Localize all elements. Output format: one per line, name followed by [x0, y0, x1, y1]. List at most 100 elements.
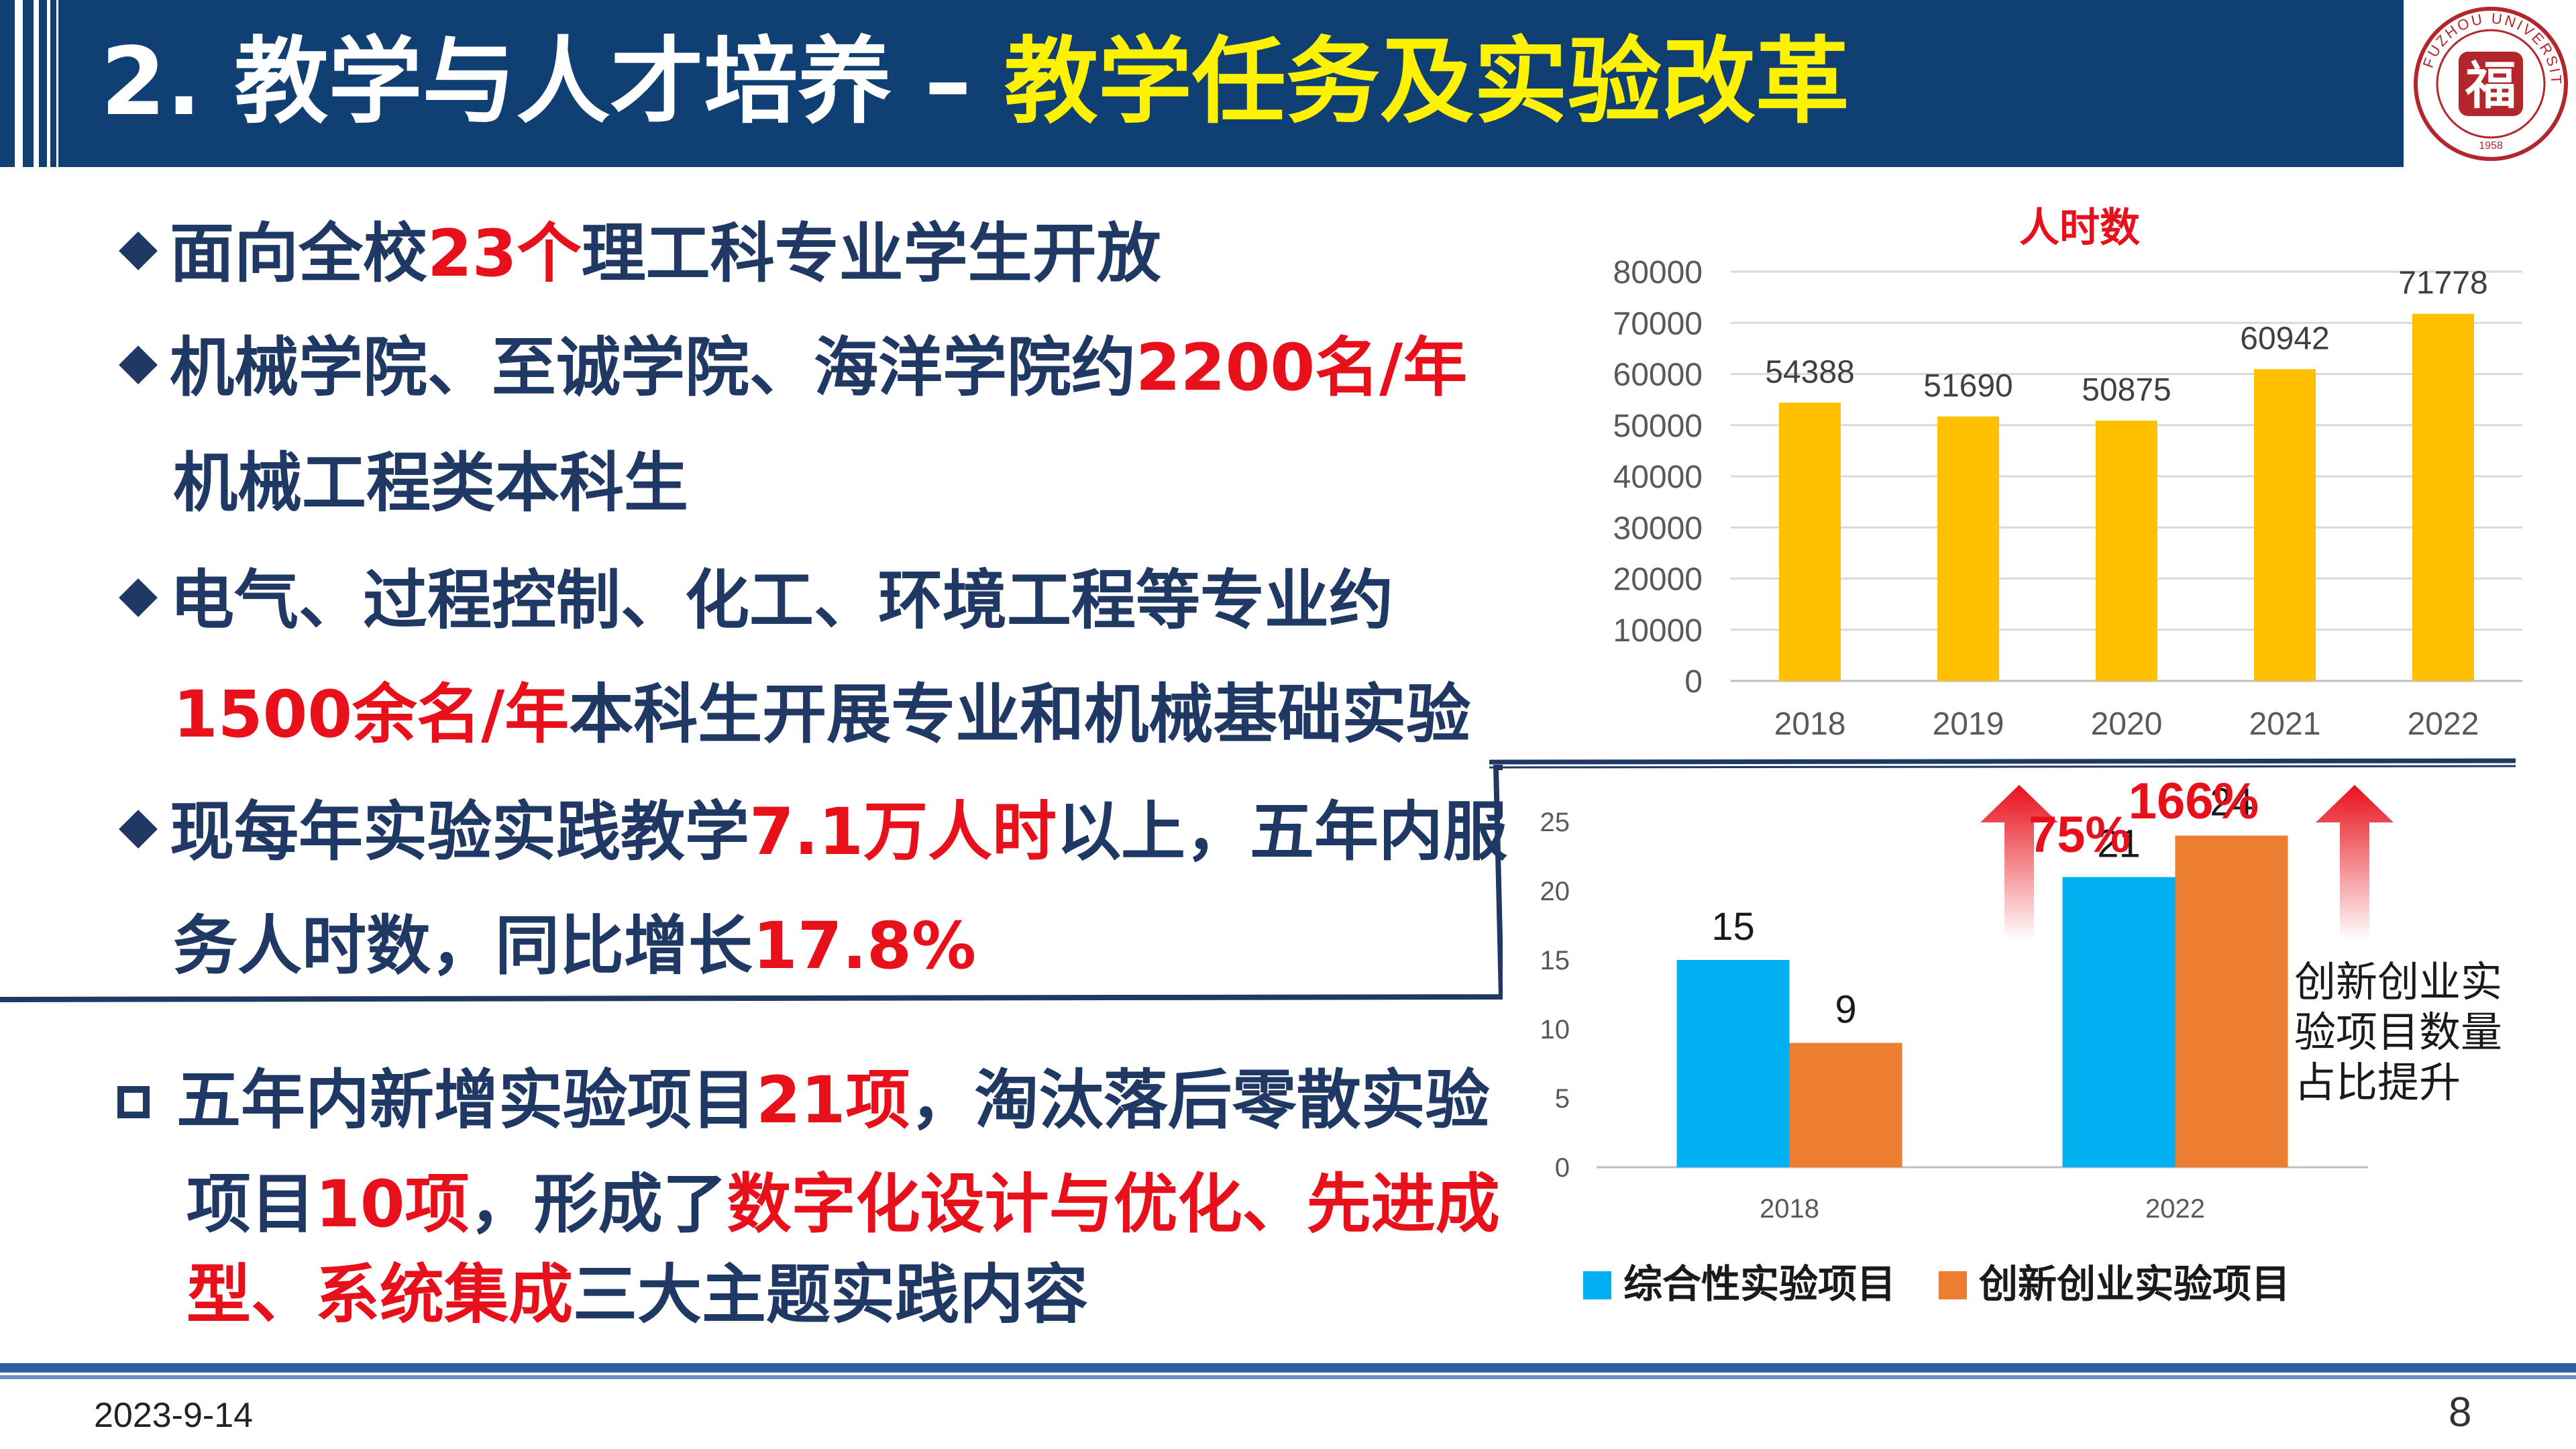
bar	[1676, 960, 1790, 1167]
y-tick-label: 40000	[1613, 460, 1703, 495]
header-stripe	[47, 0, 50, 167]
project-line: 五年内新增实验项目21项，淘汰落后零散实验	[117, 1060, 1490, 1140]
data-label: 51690	[1923, 368, 2012, 404]
bar	[2412, 313, 2474, 681]
bullet-line: 务人时数，同比增长17.8%	[173, 906, 976, 986]
square-bullet-icon	[117, 1086, 150, 1118]
legend-swatch-orange	[1939, 1271, 1967, 1299]
bullet-text: 以上，五年内服	[1057, 794, 1508, 869]
x-tick-label: 2019	[1933, 706, 2004, 742]
data-label: 50875	[2082, 372, 2171, 408]
bullet-text: 机械工程类本科生	[173, 445, 688, 521]
legend-label: 创新创业实验项目	[1979, 1263, 2290, 1306]
y-tick-label: 80000	[1613, 255, 1703, 290]
x-tick-label: 2022	[2145, 1194, 2205, 1224]
y-tick-label: 0	[1684, 664, 1703, 700]
highlight-text: 型、系统集成	[186, 1257, 573, 1332]
bullet-text: ，淘汰落后零散实验	[910, 1063, 1490, 1138]
x-tick-label: 2018	[1760, 1194, 1819, 1224]
bullet-line: 机械工程类本科生	[173, 443, 688, 523]
bullet-text: 本科生开展专业和机械基础实验	[569, 677, 1471, 752]
up-arrow-icon	[2316, 785, 2394, 941]
logo-char: 福	[2465, 58, 2516, 115]
bullet-line: 电气、过程控制、化工、环境工程等专业约	[117, 560, 1393, 641]
bullet-text: ，形成了	[469, 1167, 727, 1242]
bullet-text: 理工科专业学生开放	[581, 216, 1161, 291]
up-arrow-icon	[1980, 785, 2058, 941]
y-tick-label: 50000	[1613, 409, 1703, 444]
header-stripe	[15, 0, 23, 167]
pct-label-a: 75%	[2029, 806, 2131, 863]
diamond-bullet-icon	[119, 345, 158, 384]
footer-rule	[0, 1375, 2576, 1379]
x-tick-label: 2022	[2408, 706, 2479, 742]
diamond-bullet-icon	[119, 578, 158, 617]
x-tick-label: 2021	[2249, 706, 2321, 742]
legend-swatch-blue	[1583, 1271, 1611, 1299]
note-line: 占比提升	[2294, 1060, 2461, 1106]
title-highlight: 教学任务及实验改革	[1004, 28, 1849, 137]
highlight-text: 23个	[427, 216, 582, 291]
highlight-text: 7.1万人时	[749, 794, 1057, 869]
chart-person-hours: 人时数 54388 51690 50875 60942 71778 0 10000 2000…	[1613, 205, 2522, 742]
data-label: 9	[1835, 988, 1856, 1032]
highlight-text: 17.8%	[753, 908, 977, 983]
bar	[2254, 369, 2316, 681]
bar	[2062, 877, 2176, 1167]
y-tick-label: 0	[1555, 1153, 1570, 1183]
x-tick-label: 2020	[2091, 706, 2163, 742]
data-label: 60942	[2240, 321, 2329, 356]
diamond-bullet-icon	[119, 810, 158, 849]
slide-title: 2. 教学与人才培养 – 教学任务及实验改革	[101, 19, 1849, 146]
y-tick-label: 25	[1540, 808, 1570, 837]
bullet-line: 1500余名/年本科生开展专业和机械基础实验	[173, 674, 1470, 755]
highlight-text: 数字化设计与优化、先进成	[727, 1167, 1500, 1242]
y-tick-label: 10	[1540, 1015, 1570, 1044]
project-line: 型、系统集成三大主题实践内容	[186, 1254, 1088, 1335]
footer-date: 2023-9-14	[94, 1396, 254, 1435]
page-number: 8	[2449, 1389, 2472, 1436]
x-tick-label: 2018	[1774, 706, 1846, 742]
data-label: 24	[2210, 781, 2253, 824]
header-stripe	[34, 0, 39, 167]
bullet-text: 电气、过程控制、化工、环境工程等专业约	[170, 563, 1393, 638]
pct-label-b: 166%	[2129, 778, 2259, 830]
bullet-text: 机械学院、至诚学院、海洋学院约	[170, 330, 1136, 405]
logo-year: 1958	[2479, 140, 2503, 152]
bullet-text: 现每年实验实践教学	[170, 794, 749, 869]
data-label: 15	[1711, 905, 1755, 949]
legend-label: 综合性实验项目	[1623, 1263, 1896, 1306]
bar	[1779, 402, 1841, 681]
bar	[1789, 1042, 1902, 1167]
bullet-text: 面向全校	[170, 216, 427, 291]
y-tick-label: 20	[1540, 877, 1570, 906]
bar	[2096, 421, 2157, 681]
y-tick-label: 70000	[1613, 306, 1703, 341]
highlight-text: 21项	[756, 1063, 910, 1138]
highlight-text: 10项	[315, 1167, 470, 1242]
note-line: 创新创业实	[2294, 959, 2502, 1006]
bar	[1937, 416, 1999, 681]
project-line: 项目10项，形成了数字化设计与优化、先进成	[186, 1164, 1500, 1244]
bullet-text: 务人时数，同比增长	[173, 908, 753, 983]
bullet-text: 项目	[186, 1167, 315, 1242]
y-tick-label: 10000	[1613, 613, 1703, 649]
data-label: 21	[2097, 822, 2141, 865]
bullet-text: 三大主题实践内容	[573, 1257, 1088, 1332]
y-tick-label: 60000	[1613, 358, 1703, 393]
y-tick-label: 30000	[1613, 511, 1703, 546]
chart-title: 人时数	[2019, 205, 2140, 250]
data-label: 54388	[1765, 354, 1854, 390]
highlight-text: 2200名/年	[1136, 330, 1468, 405]
highlight-frame	[0, 764, 1503, 1002]
title-prefix: 2. 教学与人才培养 –	[101, 28, 1004, 137]
y-tick-label: 5	[1555, 1084, 1570, 1114]
bullet-line: 现每年实验实践教学7.1万人时以上，五年内服	[117, 792, 1507, 872]
y-tick-label: 20000	[1613, 562, 1703, 598]
footer-rule	[0, 1363, 2576, 1373]
bar	[2175, 835, 2288, 1167]
university-logo: 福 FUZHOU UNIVERSITY 1958	[2399, 0, 2576, 168]
note-line: 验项目数量	[2294, 1010, 2502, 1056]
data-label: 71778	[2398, 266, 2487, 301]
chart-experiment-projects: 0 5 10 15 20 25 15 9 21 24 2018 2022 75% 166% 创新创…	[1540, 778, 2503, 1306]
